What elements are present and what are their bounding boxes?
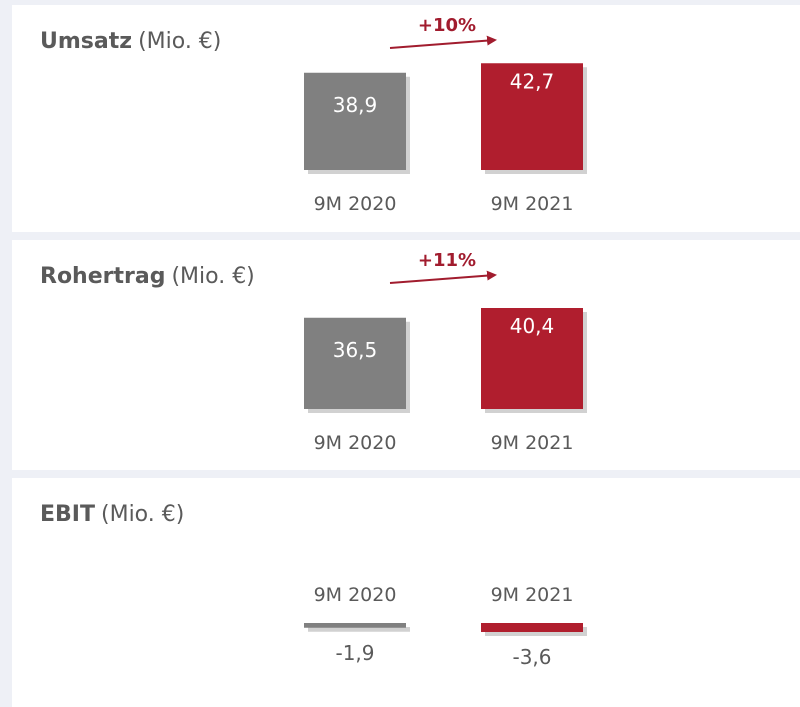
- category-label: 9M 2021: [491, 584, 574, 606]
- title: Umsatz: [40, 29, 132, 54]
- bar: [304, 317, 406, 409]
- category-label: 9M 2021: [491, 432, 574, 454]
- subtitle: (Mio. €): [138, 29, 221, 54]
- panel-title: EBIT (Mio. €): [40, 502, 184, 527]
- bar: [304, 72, 406, 170]
- category-label: 9M 2020: [314, 584, 397, 606]
- value-label: 36,5: [333, 338, 378, 362]
- bar: [304, 623, 406, 628]
- bar: [481, 308, 583, 409]
- panel: [12, 478, 800, 707]
- category-label: 9M 2020: [314, 193, 397, 215]
- panel-title: Umsatz (Mio. €): [40, 29, 221, 54]
- value-label: 38,9: [333, 93, 378, 117]
- category-label: 9M 2020: [314, 432, 397, 454]
- value-label: 42,7: [510, 69, 555, 93]
- bar: [481, 63, 583, 170]
- growth-label: +10%: [418, 15, 476, 36]
- title: Rohertrag: [40, 264, 165, 289]
- value-label: 40,4: [510, 314, 555, 338]
- panel-title: Rohertrag (Mio. €): [40, 264, 255, 289]
- subtitle: (Mio. €): [171, 264, 254, 289]
- subtitle: (Mio. €): [101, 502, 184, 527]
- growth-label: +11%: [418, 250, 476, 271]
- growth-arrow: [389, 270, 497, 284]
- growth-arrow: [389, 35, 497, 49]
- category-label: 9M 2021: [491, 193, 574, 215]
- title: EBIT: [40, 502, 95, 527]
- value-label: -1,9: [335, 641, 374, 665]
- value-label: -3,6: [512, 645, 551, 669]
- bar: [481, 623, 583, 632]
- bar-shadow: [308, 627, 410, 632]
